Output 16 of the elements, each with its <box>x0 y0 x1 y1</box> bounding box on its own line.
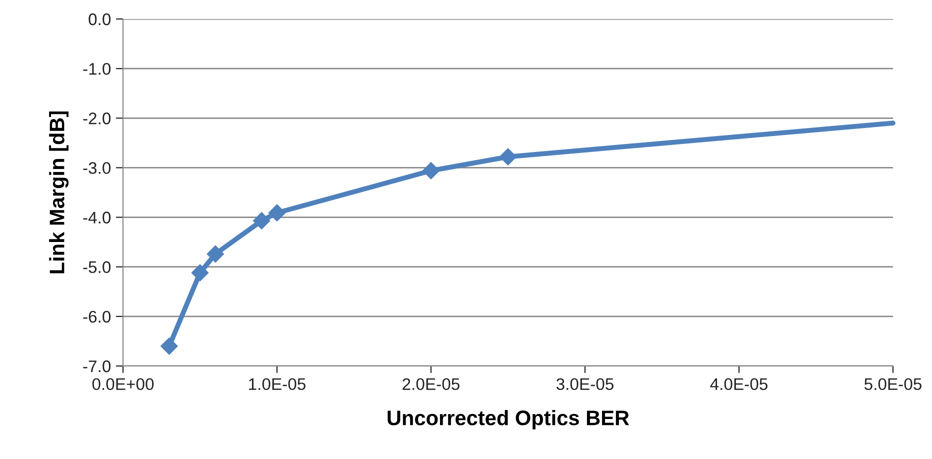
x-tick-label: 1.0E-05 <box>249 378 306 390</box>
y-tick-label: -1.0 <box>83 62 111 75</box>
y-axis-title: Link Margin [dB] <box>49 111 69 274</box>
x-tick-label: 2.0E-05 <box>402 378 460 390</box>
x-axis-title: Uncorrected Optics BER <box>388 410 630 430</box>
y-tick-label: -3.0 <box>83 162 111 174</box>
x-tick-label: 0.0E+00 <box>92 378 154 390</box>
y-tick-label: -2.0 <box>83 112 111 124</box>
y-tick-label: -5.0 <box>83 261 111 274</box>
x-tick-label: 4.0E-05 <box>710 378 768 390</box>
y-tick-label: -7.0 <box>83 360 111 372</box>
x-tick-label: 5.0E-05 <box>864 378 922 390</box>
x-tick-label: 3.0E-05 <box>556 378 614 390</box>
y-tick-label: 0.0 <box>88 13 111 26</box>
y-tick-label: -4.0 <box>83 212 111 224</box>
y-tick-label: -6.0 <box>83 310 111 323</box>
